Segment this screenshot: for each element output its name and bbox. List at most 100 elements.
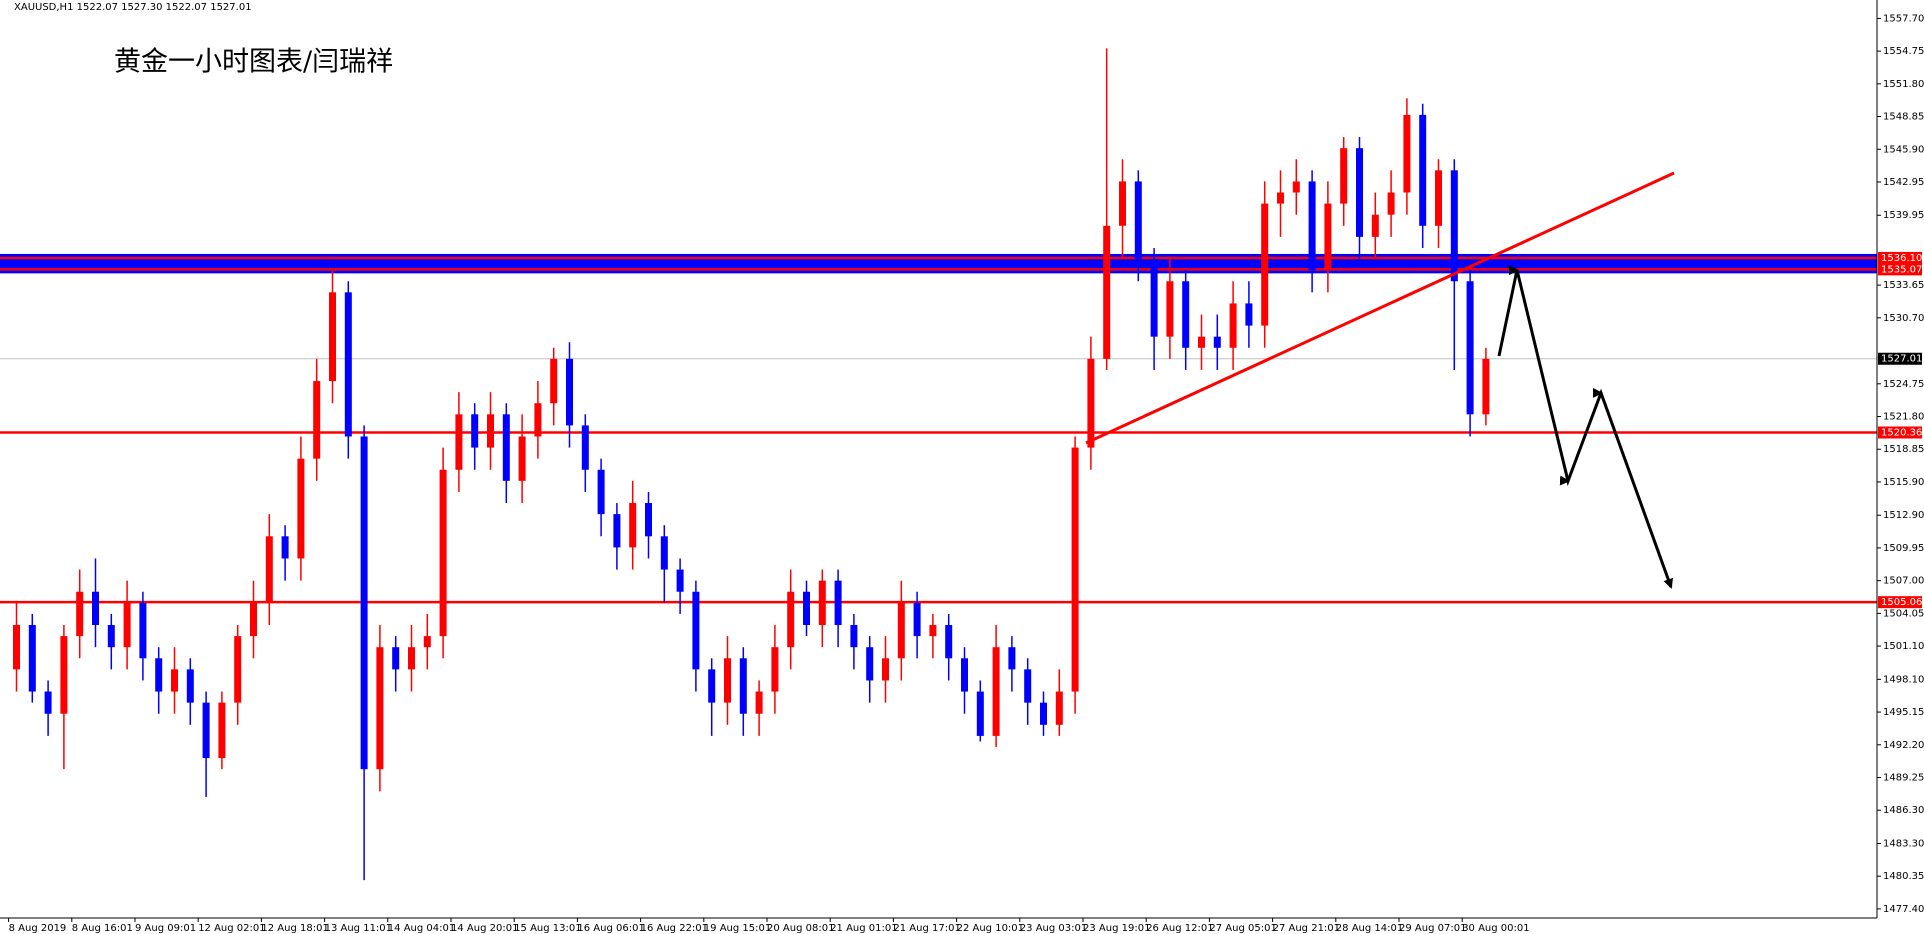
candle-body xyxy=(1466,281,1474,415)
candle-body xyxy=(1482,358,1490,415)
x-tick-label: 14 Aug 20:01 xyxy=(451,923,518,934)
y-tick-label: 1512.90 xyxy=(1883,510,1924,521)
candle-body xyxy=(1103,225,1111,359)
candle-body xyxy=(139,602,147,659)
level-label: 1536.10 xyxy=(1881,253,1922,264)
candle-body xyxy=(581,425,589,470)
candle-body xyxy=(1055,691,1063,725)
x-tick-label: 29 Aug 07:01 xyxy=(1399,923,1466,934)
y-tick-label: 1557.70 xyxy=(1883,13,1924,24)
x-tick-label: 21 Aug 17:01 xyxy=(893,923,960,934)
candle-body xyxy=(803,591,810,626)
y-tick-label: 1521.80 xyxy=(1883,412,1924,423)
candle-body xyxy=(597,469,605,515)
candle-body xyxy=(1292,181,1300,193)
candle-body xyxy=(945,625,953,659)
y-tick-label: 1554.75 xyxy=(1883,46,1924,57)
candle-body xyxy=(850,625,858,648)
candle-body xyxy=(961,658,968,692)
y-tick-label: 1545.90 xyxy=(1883,144,1924,155)
candle-body xyxy=(1403,114,1411,193)
candle-body xyxy=(708,669,716,703)
candle-body xyxy=(1198,336,1205,348)
x-tick-label: 13 Aug 11:01 xyxy=(325,923,392,934)
candle-body xyxy=(739,658,747,714)
y-tick-label: 1507.00 xyxy=(1883,576,1924,587)
level-label-box xyxy=(1878,263,1922,276)
candle-body xyxy=(1340,148,1348,204)
candle-body xyxy=(1213,336,1221,348)
x-tick-label: 22 Aug 10:01 xyxy=(957,923,1024,934)
candle-body xyxy=(929,625,937,637)
candle-body xyxy=(1356,148,1363,237)
x-tick-label: 15 Aug 13:01 xyxy=(514,923,581,934)
x-tick-label: 12 Aug 02:01 xyxy=(198,923,265,934)
candle-body xyxy=(882,658,889,681)
level-label-box xyxy=(1878,251,1922,264)
candle-body xyxy=(1040,702,1047,725)
x-tick-label: 23 Aug 19:01 xyxy=(1083,923,1150,934)
last-price-label: 1527.01 xyxy=(1881,354,1922,365)
x-tick-label: 16 Aug 22:01 xyxy=(641,923,708,934)
x-tick-label: 27 Aug 05:01 xyxy=(1209,923,1276,934)
candle-body xyxy=(1308,181,1316,271)
x-tick-label: 30 Aug 00:01 xyxy=(1462,923,1529,934)
candle-body xyxy=(613,514,621,548)
y-tick-label: 1495.15 xyxy=(1883,707,1924,718)
candle-body xyxy=(1071,447,1079,692)
candle-body xyxy=(1229,303,1237,348)
x-tick-label: 12 Aug 18:01 xyxy=(261,923,328,934)
candle-body xyxy=(913,602,921,637)
y-tick-label: 1492.20 xyxy=(1883,740,1924,751)
candle-body xyxy=(392,647,400,670)
candle-body xyxy=(28,625,36,692)
candle-body xyxy=(787,591,795,648)
level-label: 1505.06 xyxy=(1881,597,1922,608)
candle-body xyxy=(566,358,573,426)
trend-line xyxy=(1085,171,1675,445)
candle-body xyxy=(171,669,178,692)
candle-body xyxy=(1450,170,1458,282)
candle-body xyxy=(1087,358,1095,448)
x-tick-label: 14 Aug 04:01 xyxy=(388,923,455,934)
candle-body xyxy=(234,636,242,703)
x-tick-label: 26 Aug 12:01 xyxy=(1146,923,1213,934)
candle-body xyxy=(818,580,826,626)
candle-body xyxy=(155,658,163,692)
level-label: 1535.07 xyxy=(1881,264,1922,275)
forecast-arrows xyxy=(1497,265,1673,589)
candle-body xyxy=(313,381,321,459)
candle-body xyxy=(1166,281,1174,337)
candle-body xyxy=(629,503,637,548)
candle-body xyxy=(866,647,874,681)
candle-body xyxy=(281,536,289,559)
candle-body xyxy=(518,436,526,481)
candle-body xyxy=(1245,303,1253,326)
candle-body xyxy=(265,536,273,603)
candle-body xyxy=(186,669,194,703)
y-tick-label: 1486.30 xyxy=(1883,805,1924,816)
x-tick-label: 8 Aug 16:01 xyxy=(72,923,133,934)
header: XAUUSD,H1 1522.07 1527.30 1522.07 1527.0… xyxy=(14,2,252,13)
candle-body xyxy=(123,602,131,648)
candle-body xyxy=(439,469,447,637)
candle-body xyxy=(44,691,52,714)
candle-body xyxy=(1008,647,1016,670)
candle-body xyxy=(60,636,68,714)
level-label: 1520.36 xyxy=(1881,427,1922,438)
candle-body xyxy=(1387,192,1395,215)
y-tick-label: 1539.95 xyxy=(1883,210,1924,221)
candle-body xyxy=(423,636,431,648)
candle-body xyxy=(297,458,305,559)
candle-body xyxy=(645,503,652,537)
candle-body xyxy=(360,436,368,770)
y-tick-label: 1509.95 xyxy=(1883,543,1924,554)
candle-body xyxy=(376,647,384,770)
candle-body xyxy=(1261,203,1269,326)
candle-body xyxy=(250,602,257,637)
candle-body xyxy=(550,358,558,404)
candle-body xyxy=(455,414,463,470)
